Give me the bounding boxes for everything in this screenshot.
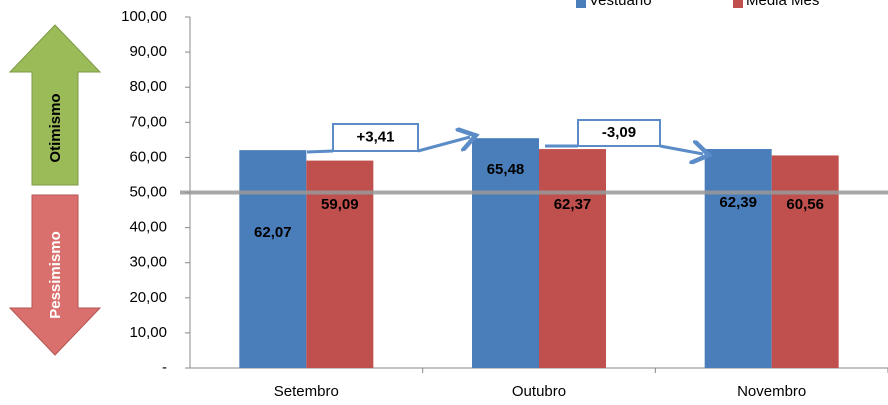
change-arrow [659,146,703,154]
value-label: 65,48 [487,161,525,178]
value-label: 62,37 [554,196,592,213]
bar [306,160,374,368]
change-label: +3,41 [357,128,395,145]
y-tick-label: 70,00 [129,113,167,130]
y-tick-label: 20,00 [129,289,167,306]
value-label: 62,07 [254,224,292,241]
bar [239,150,307,368]
legend-label: Media Mes [746,0,819,9]
change-box [577,119,661,147]
legend-label: Vestuario [589,0,652,9]
y-tick-label: 90,00 [129,43,167,60]
bar [472,138,539,368]
y-tick-label: 40,00 [129,219,167,236]
change-label: -3,09 [602,124,636,141]
y-tick-label: 50,00 [129,183,167,200]
legend-swatch [733,0,743,8]
change-connector [306,149,334,154]
y-tick-label: - [162,359,167,376]
value-label: 60,56 [786,196,824,213]
y-tick-label: 80,00 [129,78,167,95]
y-tick-label: 60,00 [129,148,167,165]
x-tick-label: Setembro [274,383,339,400]
bar [771,155,839,368]
x-tick-label: Novembro [737,383,806,400]
optimism-label: Otimismo [47,93,64,162]
optimism-arrow [8,24,102,186]
bar [539,149,606,368]
pessimism-label: Pessimismo [47,231,64,319]
y-tick-label: 30,00 [129,254,167,271]
pessimism-arrow [8,194,102,356]
value-label: 59,09 [321,196,359,213]
change-box [332,123,419,152]
y-tick-label: 10,00 [129,324,167,341]
value-label: 62,39 [719,194,757,211]
y-tick-label: 100,00 [121,8,167,25]
bar [704,149,772,368]
x-tick-label: Outubro [512,383,566,400]
change-arrow [417,137,470,153]
legend-swatch [576,0,586,8]
